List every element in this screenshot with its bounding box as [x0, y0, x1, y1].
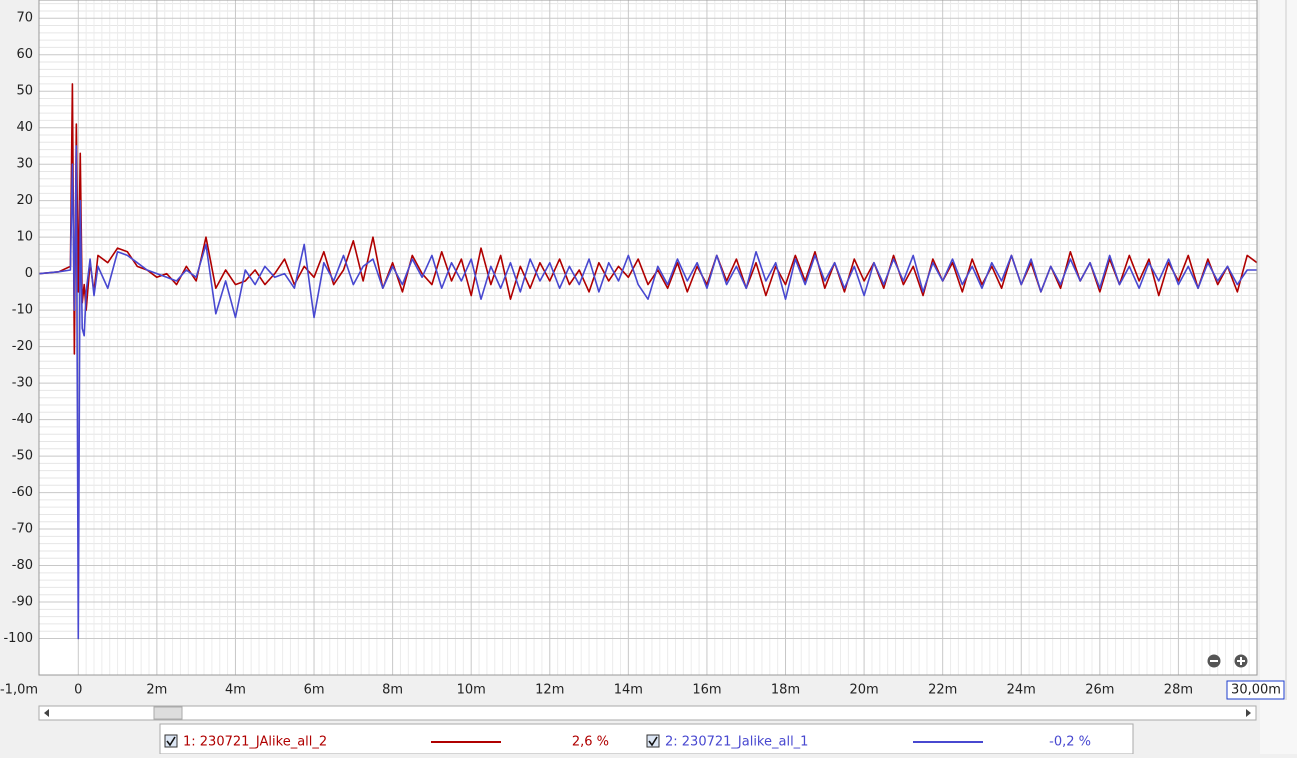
x-range-box[interactable]: [1226, 680, 1285, 700]
y-tick-label: -30: [12, 376, 33, 391]
side-panel: [1260, 0, 1297, 754]
legend-entries: 1: 230721_JAlike_all_2 2,6 % 2: 230721_Jal…: [164, 734, 1091, 750]
grid: [38, 0, 1258, 675]
x-tick-label: 14m: [614, 683, 643, 698]
x-tick-label: 22m: [928, 683, 957, 698]
plot-area: [39, 0, 1257, 675]
zoom-out[interactable]: [1207, 654, 1221, 668]
y-tick-label: -10: [12, 303, 33, 318]
plot-border: [38, 0, 1258, 676]
y-tick-label: -20: [12, 339, 33, 354]
y-tick-label: 60: [16, 47, 33, 62]
y-tick-label: 10: [16, 230, 33, 245]
y-tick-label: -50: [12, 449, 33, 464]
traces: [38, 83, 1258, 640]
legend-check: [648, 736, 658, 747]
x-tick-label: 12m: [535, 683, 564, 698]
x-tick-label: 0: [74, 683, 82, 698]
x-tick-label: 8m: [382, 683, 403, 698]
trace-line: [38, 145, 1257, 640]
y-tick-label: 70: [16, 11, 33, 26]
y-tick-label: 0: [25, 266, 33, 281]
y-tick-label: -90: [12, 595, 33, 610]
legend-check: [166, 736, 176, 747]
y-tick-label: -60: [12, 485, 33, 500]
y-tick-label: 40: [16, 120, 33, 135]
y-tick-label: 20: [16, 193, 33, 208]
x-tick-label: 24m: [1007, 683, 1036, 698]
x-tick-label: -1,0m: [0, 683, 38, 698]
legend-checkbox[interactable]: [646, 734, 660, 748]
x-tick-label: 18m: [771, 683, 800, 698]
y-tick-label: -70: [12, 522, 33, 537]
zoom-in[interactable]: [1234, 654, 1248, 668]
x-tick-label: 10m: [457, 683, 486, 698]
y-tick-label: 30: [16, 157, 33, 172]
legend-label: 2: 230721_Jalike_all_1: [665, 735, 808, 750]
legend-readout: 2,6 %: [572, 735, 609, 750]
y-tick-label: -100: [3, 631, 33, 646]
x-tick-label: 30,00m: [1231, 683, 1281, 698]
y-tick-label: -80: [12, 558, 33, 573]
y-tick-label: -40: [12, 412, 33, 427]
y-tick-label: 50: [16, 84, 33, 99]
x-tick-label: 2m: [146, 683, 167, 698]
x-tick-label: 26m: [1085, 683, 1114, 698]
x-tick-label: 16m: [692, 683, 721, 698]
x-tick-label: 4m: [225, 683, 246, 698]
legend-checkbox[interactable]: [164, 734, 178, 748]
x-tick-label: 6m: [304, 683, 325, 698]
scrollbar[interactable]: [38, 705, 1257, 721]
x-tick-label: 20m: [849, 683, 878, 698]
legend-label: 1: 230721_JAlike_all_2: [183, 735, 327, 750]
legend-readout: -0,2 %: [1049, 735, 1091, 750]
x-tick-label: 28m: [1164, 683, 1193, 698]
